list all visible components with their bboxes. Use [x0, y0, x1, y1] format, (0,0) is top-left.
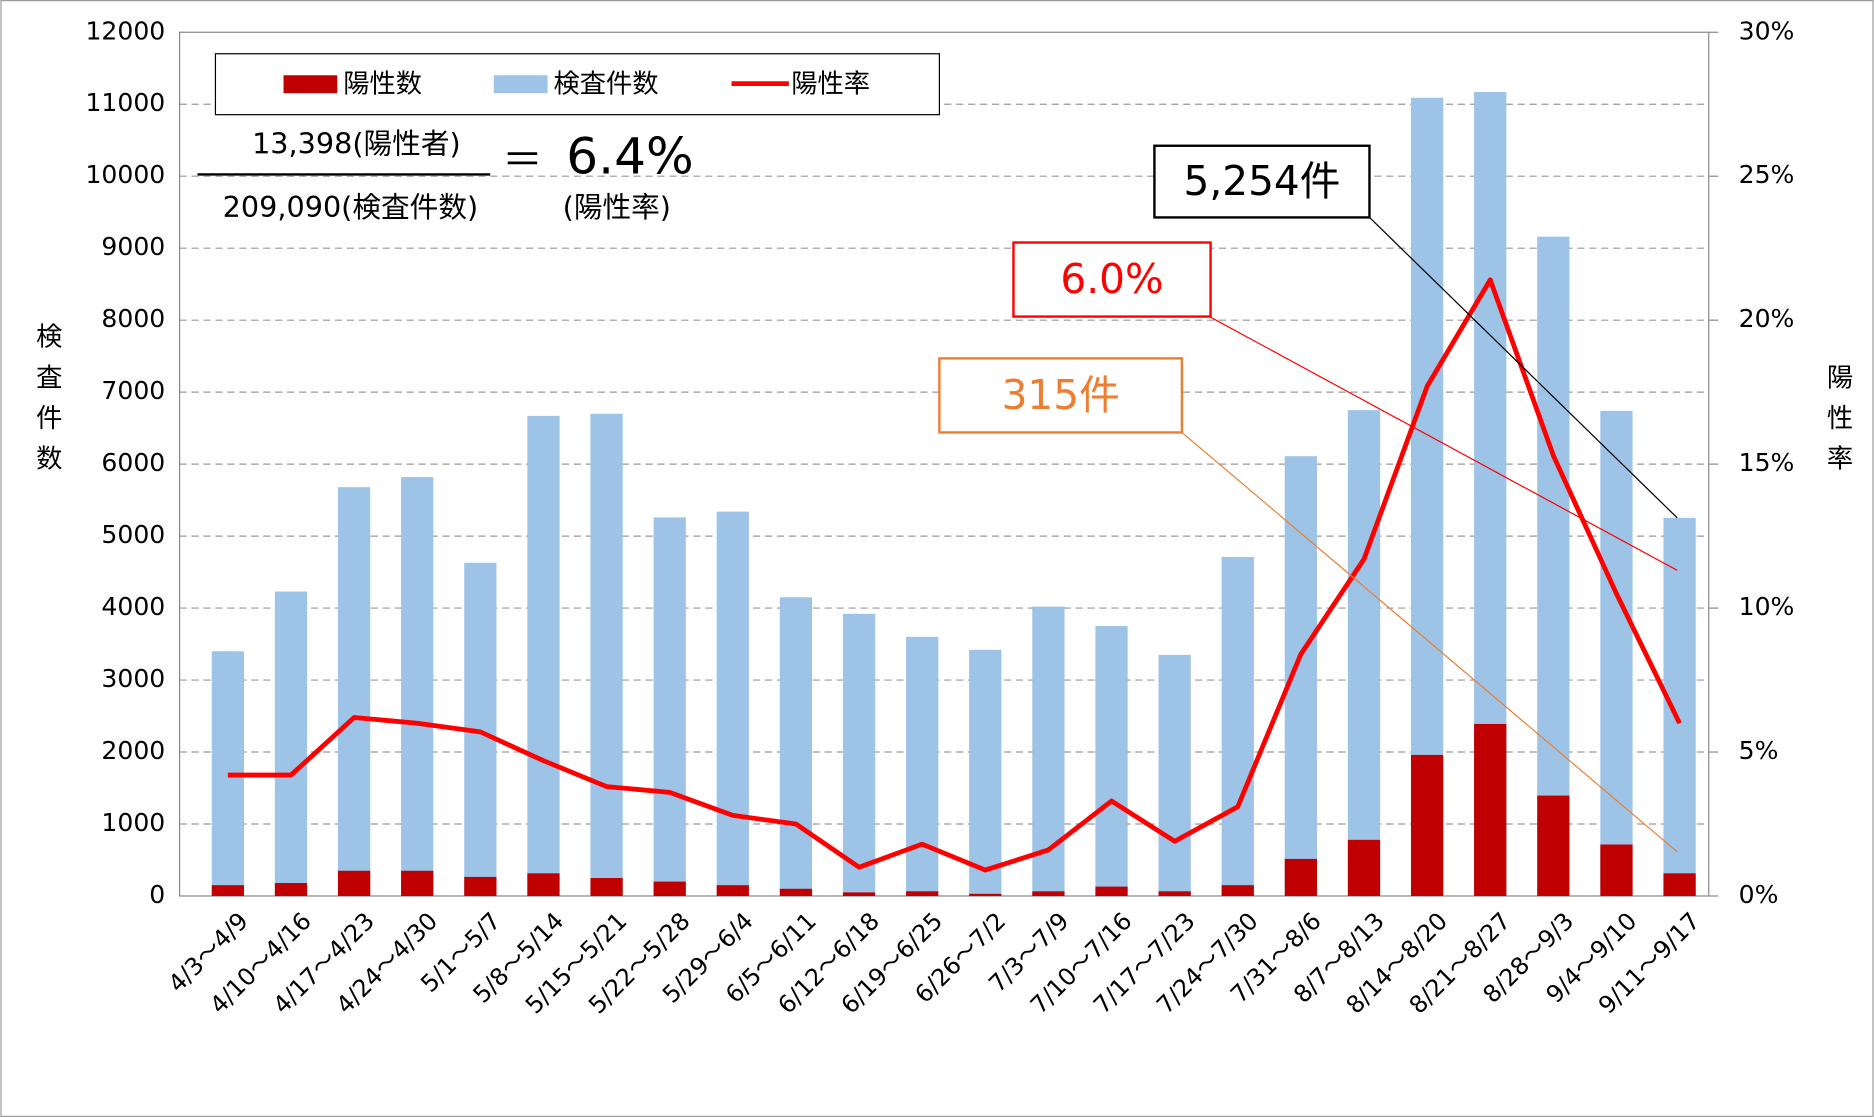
y-tick-label: 1000: [101, 808, 165, 837]
bar: [1600, 844, 1633, 896]
bar: [779, 888, 813, 896]
bar: [211, 885, 245, 896]
bar: [969, 893, 1002, 896]
legend-swatch: [493, 75, 548, 94]
bar: [1600, 410, 1633, 896]
bar: [969, 649, 1002, 896]
bar: [653, 517, 686, 896]
bar: [1474, 723, 1507, 896]
legend-label: 陽性数: [343, 69, 422, 99]
bar: [1032, 891, 1065, 896]
equals: ＝: [502, 135, 543, 183]
bar: [716, 511, 749, 896]
bar: [590, 877, 623, 896]
bar: [274, 883, 308, 896]
bar: [653, 881, 686, 896]
legend-label: 検査件数: [554, 69, 659, 99]
bar: [527, 415, 560, 896]
bar: [464, 876, 497, 896]
bar: [1221, 885, 1254, 896]
y-tick-label: 12000: [85, 16, 165, 45]
legend-swatch: [283, 75, 338, 94]
bar: [401, 477, 434, 896]
bar: [337, 487, 371, 896]
bar: [401, 870, 434, 896]
bar: [842, 613, 876, 896]
bar: [1095, 886, 1128, 896]
y-tick-label: 0: [149, 880, 165, 909]
callout-box: [938, 357, 1184, 434]
bar: [1284, 858, 1317, 896]
y-tick-label: 6000: [101, 448, 165, 477]
result-label: (陽性率): [563, 190, 671, 224]
y2label: 陽性率: [1822, 363, 1853, 485]
callout-text: 6.0%: [1060, 255, 1163, 303]
y-tick-label: 5000: [101, 520, 165, 549]
bar: [842, 892, 876, 896]
y-tick-label: 8000: [101, 304, 165, 333]
y2-tick-label: 25%: [1739, 160, 1795, 189]
bar: [590, 413, 623, 896]
leader-line: [1209, 316, 1678, 571]
bar: [274, 591, 308, 896]
y2-tick-label: 10%: [1739, 592, 1795, 621]
bar: [906, 636, 939, 896]
bar: [527, 873, 560, 896]
y-tick-label: 7000: [101, 376, 165, 405]
bar: [1537, 236, 1570, 896]
y-tick-label: 9000: [101, 232, 165, 261]
formula: 13,398(陽性者) 209,090(検査件数) ＝ 6.4% (陽性率): [197, 127, 694, 224]
bar: [1347, 839, 1381, 896]
legend-label: 陽性率: [791, 69, 870, 99]
bar: [1095, 626, 1128, 896]
bar: [906, 891, 939, 896]
bar: [1663, 517, 1696, 896]
bar: [1410, 754, 1444, 896]
y2-tick-label: 30%: [1739, 16, 1795, 45]
y-tick-label: 4000: [101, 592, 165, 621]
callout-box: [1153, 144, 1371, 219]
y-tick-label: 3000: [101, 664, 165, 693]
y-tick-label: 10000: [85, 160, 165, 189]
y2-tick-label: 0%: [1739, 880, 1779, 909]
line: [227, 277, 1682, 873]
leader-line: [1181, 432, 1678, 853]
y-tick-label: 2000: [101, 736, 165, 765]
y-tick-label: 11000: [85, 88, 165, 117]
bar: [1347, 410, 1381, 896]
numerator: 13,398(陽性者): [252, 127, 461, 161]
leader-line: [1367, 215, 1678, 519]
denominator: 209,090(検査件数): [223, 190, 478, 224]
bar: [1221, 556, 1254, 896]
y2-tick-label: 15%: [1739, 448, 1795, 477]
callout-text: 315件: [1002, 371, 1120, 419]
ylabel: 検査件数: [31, 323, 62, 485]
callout-text: 5,254件: [1184, 157, 1341, 205]
bar: [1663, 873, 1696, 896]
bar: [716, 885, 749, 896]
bar: [1537, 795, 1570, 896]
bar: [337, 870, 371, 896]
bar: [1158, 654, 1191, 896]
bar: [779, 597, 813, 896]
y2-tick-label: 20%: [1739, 304, 1795, 333]
bar: [1158, 891, 1191, 896]
callout-box: [1012, 241, 1212, 318]
y2-tick-label: 5%: [1739, 736, 1779, 765]
